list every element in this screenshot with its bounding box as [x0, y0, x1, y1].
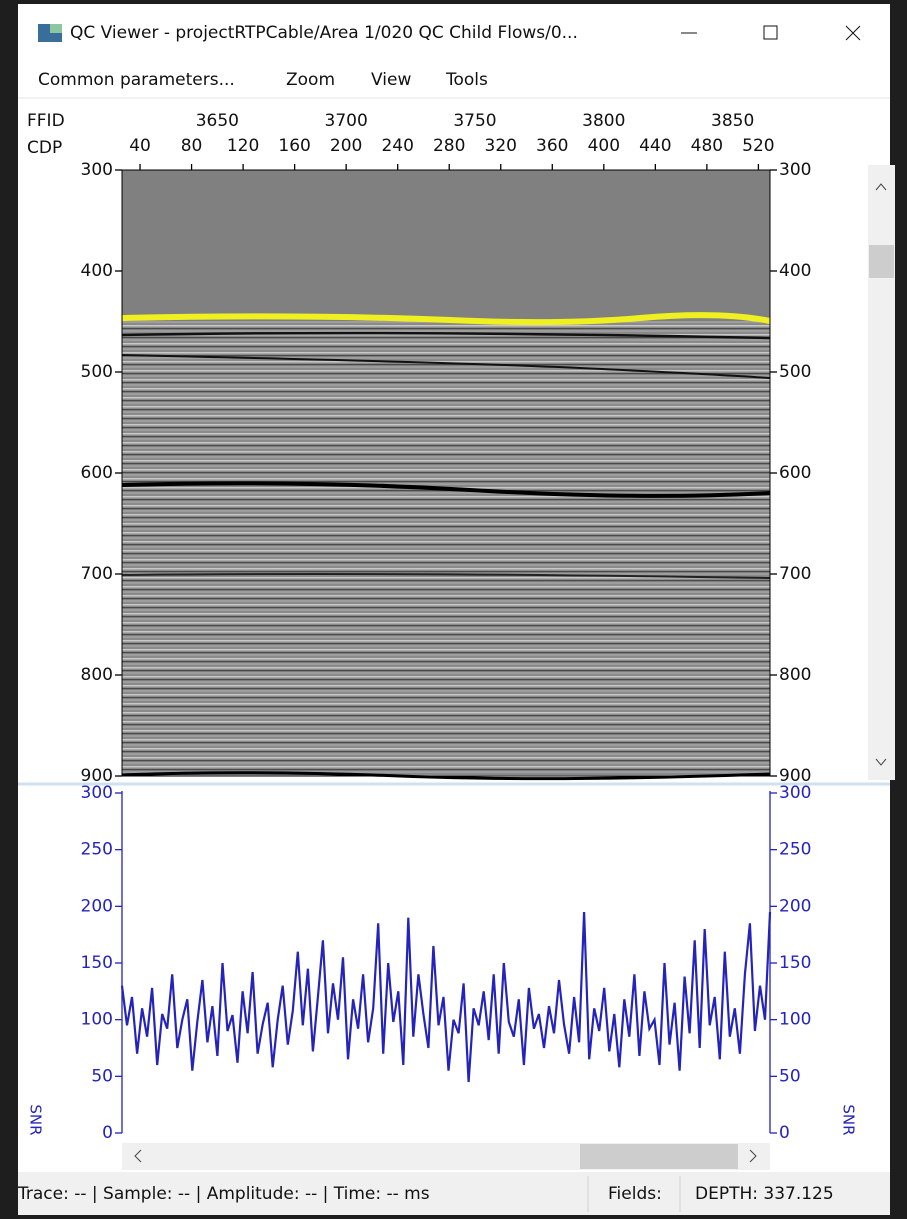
menu-bar [18, 60, 890, 98]
snr-tick-label: 200 [779, 896, 811, 916]
snr-tick-label: 50 [91, 1066, 113, 1086]
horizon [121, 331, 771, 340]
horizon [121, 481, 771, 498]
window-title: QC Viewer - projectRTPCable/Area 1/020 Q… [70, 23, 578, 43]
app-icon-part [50, 24, 62, 33]
status-fields-label: Fields: [608, 1184, 662, 1204]
cdp-tick-label: 160 [278, 136, 310, 156]
scroll-right-arrow[interactable] [749, 1149, 757, 1163]
snr-line [120, 911, 772, 1083]
snr-tick-label: 0 [102, 1123, 113, 1143]
menu-item[interactable]: View [371, 70, 411, 90]
ffid-tick-label: 3800 [582, 111, 625, 131]
cdp-tick-label: 280 [433, 136, 465, 156]
depth-tick-label: 600 [779, 463, 811, 483]
cdp-tick-label: 320 [485, 136, 517, 156]
depth-tick-label: 300 [779, 160, 811, 180]
status-position: Trace: -- | Sample: -- | Amplitude: -- |… [17, 1184, 430, 1204]
close-button[interactable] [845, 25, 861, 41]
status-bar [18, 1172, 890, 1215]
ffid-tick-label: 3700 [325, 111, 368, 131]
cdp-tick-label: 40 [129, 136, 151, 156]
ffid-tick-label: 3650 [196, 111, 239, 131]
menu-item[interactable]: Tools [445, 70, 488, 90]
seabed-pick [121, 312, 771, 326]
seismic-section [121, 169, 771, 781]
snr-tick-label: 300 [81, 783, 113, 803]
snr-tick-label: 100 [779, 1010, 811, 1030]
cdp-label: CDP [27, 138, 62, 158]
depth-tick-label: 700 [779, 564, 811, 584]
depth-tick-label: 300 [81, 160, 113, 180]
ffid-tick-label: 3850 [711, 111, 754, 131]
scroll-up-arrow[interactable] [875, 183, 887, 191]
cdp-tick-label: 440 [639, 136, 671, 156]
cdp-tick-label: 240 [381, 136, 413, 156]
status-depth: DEPTH: 337.125 [695, 1184, 834, 1204]
snr-tick-label: 100 [81, 1010, 113, 1030]
cdp-tick-label: 80 [181, 136, 203, 156]
scroll-thumb[interactable] [869, 245, 894, 278]
horizon [121, 354, 771, 379]
depth-tick-label: 800 [779, 665, 811, 685]
horizon [121, 573, 771, 579]
snr-tick-label: 0 [779, 1123, 790, 1143]
snr-tick-label: 250 [779, 840, 811, 860]
snr-tick-label: 150 [779, 953, 811, 973]
menu-item[interactable]: Zoom [286, 70, 335, 90]
snr-axis-label: SNR [27, 1104, 45, 1135]
depth-tick-label: 900 [81, 766, 113, 786]
snr-tick-label: 250 [81, 840, 113, 860]
seismic-strata [122, 320, 770, 776]
snr-tick-label: 200 [81, 896, 113, 916]
cdp-tick-label: 480 [691, 136, 723, 156]
snr-axis-label: SNR [840, 1104, 858, 1135]
cdp-tick-label: 360 [536, 136, 568, 156]
depth-tick-label: 500 [779, 362, 811, 382]
depth-tick-label: 500 [81, 362, 113, 382]
ffid-label: FFID [27, 111, 65, 131]
depth-tick-label: 800 [81, 665, 113, 685]
maximize-button[interactable] [763, 25, 778, 40]
cdp-tick-label: 520 [742, 136, 774, 156]
cdp-tick-label: 400 [588, 136, 620, 156]
depth-tick-label: 600 [81, 463, 113, 483]
depth-tick-label: 400 [81, 261, 113, 281]
ffid-tick-label: 3750 [453, 111, 496, 131]
water-column [122, 170, 770, 320]
menu-item[interactable]: Common parameters... [38, 70, 235, 90]
snr-tick-label: 50 [779, 1066, 801, 1086]
scroll-thumb[interactable] [580, 1144, 738, 1169]
snr-tick-label: 300 [779, 783, 811, 803]
cdp-tick-label: 120 [227, 136, 259, 156]
depth-tick-label: 900 [779, 766, 811, 786]
scroll-left-arrow[interactable] [134, 1149, 142, 1163]
cdp-tick-label: 200 [330, 136, 362, 156]
depth-tick-label: 400 [779, 261, 811, 281]
depth-tick-label: 700 [81, 564, 113, 584]
snr-tick-label: 150 [81, 953, 113, 973]
scroll-down-arrow[interactable] [875, 758, 887, 766]
